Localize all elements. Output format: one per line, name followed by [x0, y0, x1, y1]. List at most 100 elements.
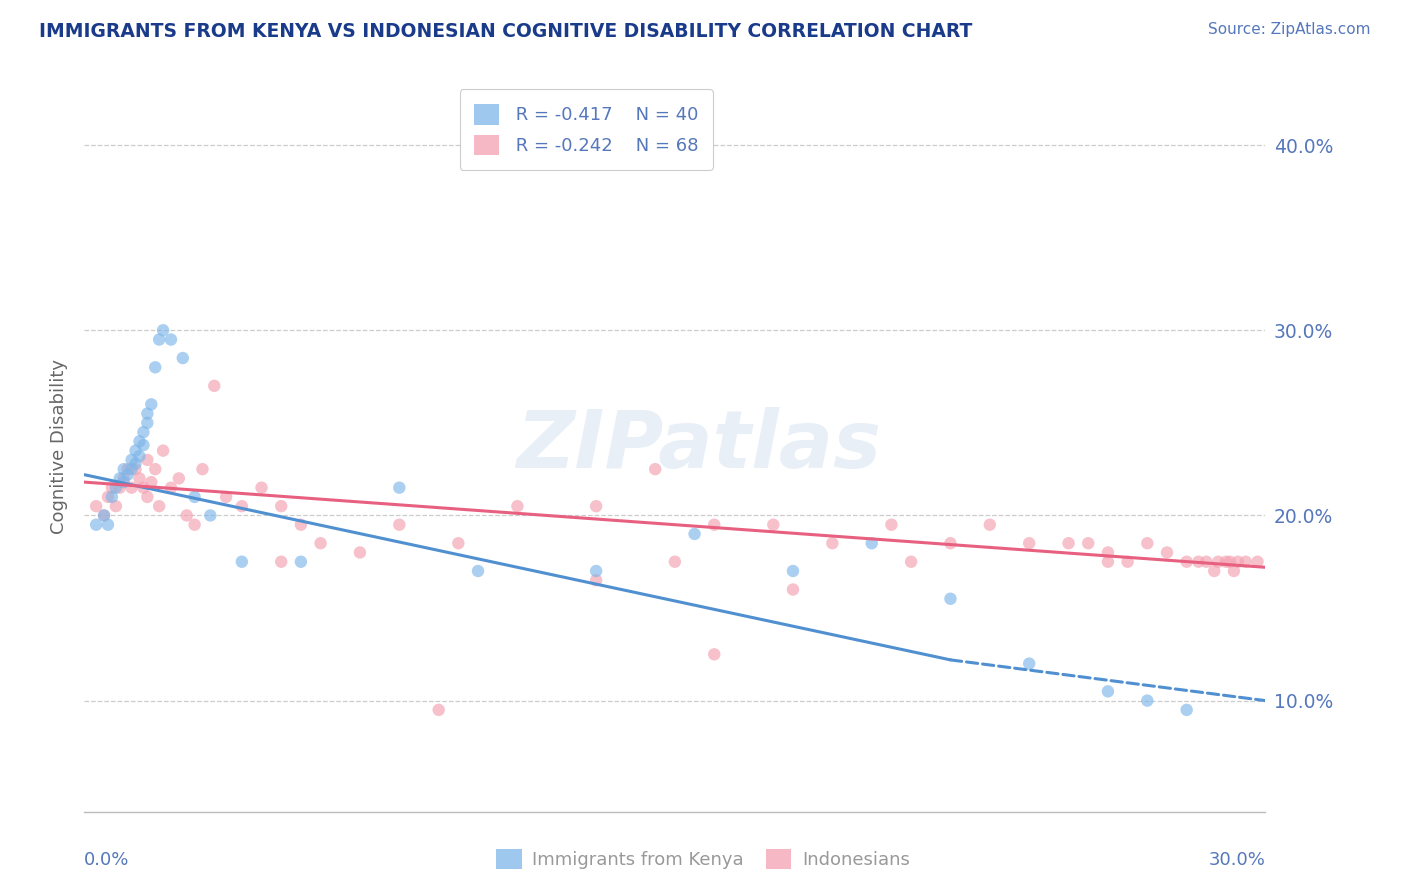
Point: [1156, 545, 1178, 559]
Point: [1187, 555, 1209, 569]
Point: [585, 574, 607, 588]
Point: [388, 481, 411, 495]
Point: [124, 462, 146, 476]
Point: [585, 564, 607, 578]
Point: [939, 536, 962, 550]
Point: [152, 443, 174, 458]
Point: [84, 499, 107, 513]
Point: [270, 499, 292, 513]
Point: [191, 462, 214, 476]
Point: [136, 407, 159, 421]
Point: [132, 438, 155, 452]
Point: [128, 449, 150, 463]
Point: [467, 564, 489, 578]
Point: [101, 481, 124, 495]
Point: [290, 517, 312, 532]
Text: 0.0%: 0.0%: [84, 851, 129, 869]
Point: [124, 443, 146, 458]
Point: [112, 475, 135, 489]
Point: [250, 481, 273, 495]
Point: [172, 351, 194, 365]
Legend: Immigrants from Kenya, Indonesians: Immigrants from Kenya, Indonesians: [488, 839, 918, 879]
Point: [979, 517, 1001, 532]
Point: [860, 536, 883, 550]
Point: [388, 517, 411, 532]
Point: [703, 517, 725, 532]
Point: [128, 434, 150, 449]
Point: [202, 379, 225, 393]
Point: [1057, 536, 1080, 550]
Point: [124, 457, 146, 471]
Point: [1246, 555, 1268, 569]
Point: [183, 490, 205, 504]
Point: [136, 416, 159, 430]
Point: [136, 490, 159, 504]
Point: [93, 508, 115, 523]
Text: ZIPatlas: ZIPatlas: [516, 407, 882, 485]
Point: [1204, 564, 1226, 578]
Point: [349, 545, 371, 559]
Point: [117, 467, 139, 482]
Point: [104, 481, 127, 495]
Point: [270, 555, 292, 569]
Point: [231, 499, 253, 513]
Point: [215, 490, 238, 504]
Point: [121, 453, 143, 467]
Point: [1097, 555, 1119, 569]
Point: [939, 591, 962, 606]
Point: [128, 471, 150, 485]
Point: [1226, 555, 1249, 569]
Point: [143, 462, 166, 476]
Point: [447, 536, 470, 550]
Point: [143, 360, 166, 375]
Point: [290, 555, 312, 569]
Point: [1136, 536, 1159, 550]
Point: [152, 323, 174, 337]
Y-axis label: Cognitive Disability: Cognitive Disability: [49, 359, 67, 533]
Point: [97, 517, 120, 532]
Point: [117, 462, 139, 476]
Point: [148, 333, 170, 347]
Point: [132, 481, 155, 495]
Point: [112, 471, 135, 485]
Text: 30.0%: 30.0%: [1209, 851, 1265, 869]
Point: [664, 555, 686, 569]
Point: [231, 555, 253, 569]
Point: [506, 499, 529, 513]
Point: [703, 648, 725, 662]
Point: [1136, 693, 1159, 707]
Point: [121, 481, 143, 495]
Point: [160, 333, 183, 347]
Point: [309, 536, 332, 550]
Text: Source: ZipAtlas.com: Source: ZipAtlas.com: [1208, 22, 1371, 37]
Point: [1175, 703, 1198, 717]
Legend:  R = -0.417    N = 40,  R = -0.242    N = 68: R = -0.417 N = 40, R = -0.242 N = 68: [460, 89, 713, 169]
Point: [84, 517, 107, 532]
Point: [1206, 555, 1229, 569]
Point: [1215, 555, 1237, 569]
Point: [1077, 536, 1099, 550]
Point: [132, 425, 155, 439]
Point: [880, 517, 903, 532]
Point: [1219, 555, 1241, 569]
Point: [176, 508, 198, 523]
Point: [782, 564, 804, 578]
Point: [148, 499, 170, 513]
Point: [93, 508, 115, 523]
Text: IMMIGRANTS FROM KENYA VS INDONESIAN COGNITIVE DISABILITY CORRELATION CHART: IMMIGRANTS FROM KENYA VS INDONESIAN COGN…: [39, 22, 973, 41]
Point: [183, 517, 205, 532]
Point: [683, 527, 706, 541]
Point: [160, 481, 183, 495]
Point: [108, 471, 131, 485]
Point: [121, 462, 143, 476]
Point: [1018, 536, 1040, 550]
Point: [112, 462, 135, 476]
Point: [585, 499, 607, 513]
Point: [762, 517, 785, 532]
Point: [200, 508, 222, 523]
Point: [1116, 555, 1139, 569]
Point: [108, 481, 131, 495]
Point: [1097, 545, 1119, 559]
Point: [104, 499, 127, 513]
Point: [1223, 564, 1246, 578]
